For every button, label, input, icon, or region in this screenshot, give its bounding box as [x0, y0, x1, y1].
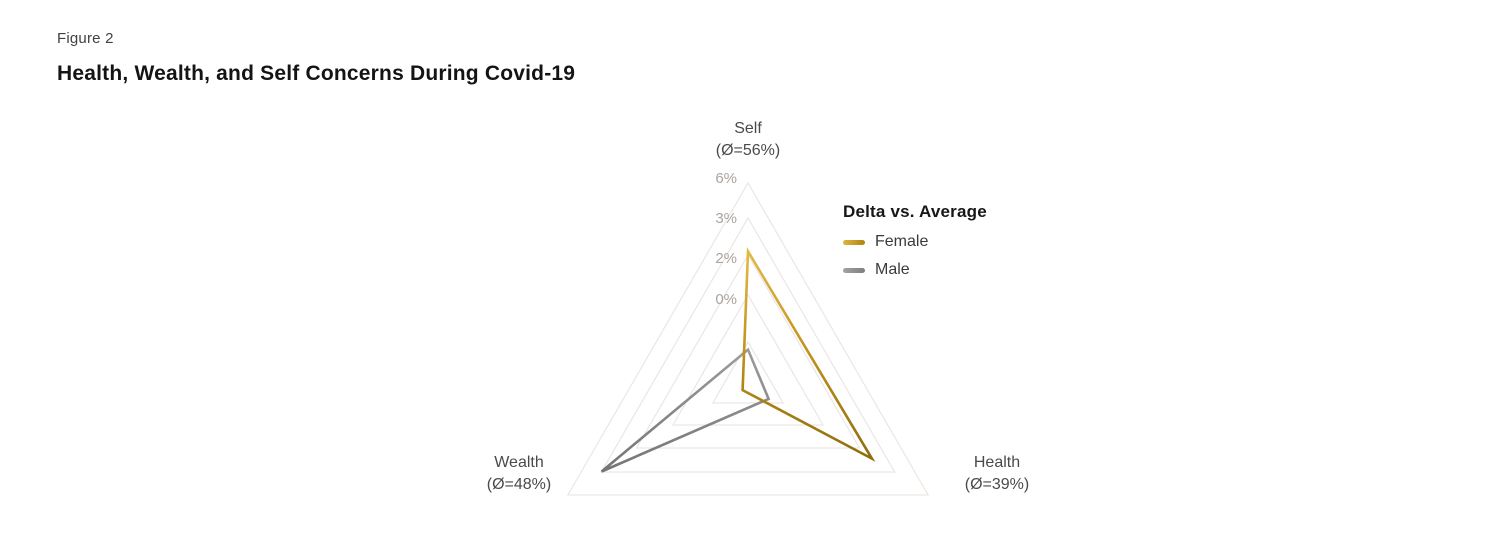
legend-label-male: Male — [875, 261, 910, 278]
grid-triangle-1 — [600, 216, 896, 473]
axis-health-name: Health — [973, 454, 1021, 471]
radial-tick-label-3%: 3% — [715, 210, 737, 227]
radial-tick-label-0%: 0% — [715, 291, 737, 308]
axis-self-name: Self — [734, 120, 762, 137]
axis-wealth-average: (Ø=48%) — [486, 476, 552, 493]
radial-tick-labels: 6% 3% 2% 0% — [715, 170, 737, 308]
legend: Delta vs. Average Female Male — [843, 202, 987, 288]
axis-label-health: Health (Ø=39%) — [912, 452, 1082, 496]
male-series-polygon — [600, 347, 771, 473]
male-series-swatch-icon — [843, 267, 865, 273]
radar-series — [600, 246, 876, 473]
chart-title: Health, Wealth, and Self Concerns During… — [57, 62, 576, 85]
legend-item-female: Female — [843, 232, 987, 252]
axis-wealth-name: Wealth — [494, 454, 544, 471]
axis-label-wealth: Wealth (Ø=48%) — [434, 452, 604, 496]
radial-tick-label-6%: 6% — [715, 170, 737, 187]
radial-tick-label-2%: 2% — [715, 250, 737, 267]
grid-triangle-4 — [711, 340, 785, 404]
radar-grid — [566, 181, 930, 496]
axis-label-self: Self (Ø=56%) — [663, 118, 833, 162]
figure-label: Figure 2 — [57, 30, 114, 47]
axis-health-average: (Ø=39%) — [964, 476, 1030, 493]
female-series-swatch-icon — [843, 239, 865, 245]
grid-triangle-3 — [671, 293, 825, 426]
grid-triangle-0 — [566, 181, 930, 496]
legend-label-female: Female — [875, 233, 929, 250]
axis-self-average: (Ø=56%) — [715, 142, 781, 159]
female-series-polygon — [741, 246, 876, 462]
grid-triangle-2 — [635, 253, 861, 449]
legend-title: Delta vs. Average — [843, 202, 987, 221]
legend-item-male: Male — [843, 260, 987, 280]
